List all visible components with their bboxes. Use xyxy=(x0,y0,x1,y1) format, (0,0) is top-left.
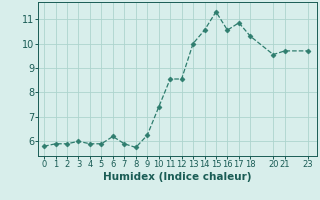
X-axis label: Humidex (Indice chaleur): Humidex (Indice chaleur) xyxy=(103,172,252,182)
